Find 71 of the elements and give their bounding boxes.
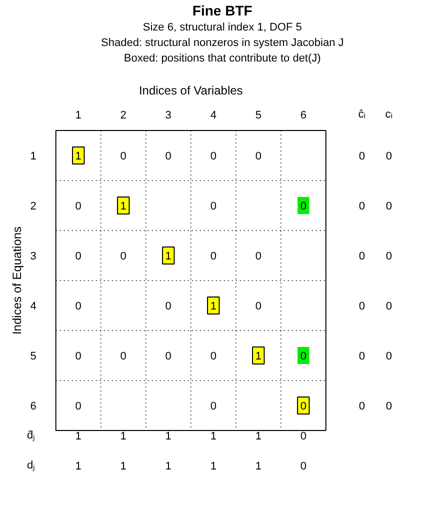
x-tick-label: 3	[165, 110, 172, 122]
chart-subtitle: Size 6, structural index 1, DOF 5 Shaded: structural nonzeros in system Jacobian J Boxed: positions that contribute to det(J)	[101, 22, 344, 64]
data-label: 1	[120, 430, 126, 442]
data-label: 0	[165, 350, 172, 362]
data-label: 0	[210, 250, 216, 262]
data-label: 0	[75, 200, 82, 212]
data-label: 1	[210, 430, 216, 442]
data-label: 0	[300, 430, 306, 442]
data-label: 1	[120, 200, 126, 212]
data-label: 0	[75, 400, 82, 412]
data-label: 0	[120, 350, 126, 362]
y-tick-label: dⱼ	[27, 460, 36, 472]
data-label: 0	[358, 200, 365, 212]
data-label: 0	[300, 460, 306, 472]
data-label: 0	[386, 200, 392, 212]
data-label: 1	[255, 460, 262, 472]
y-tick-label: 2	[30, 200, 36, 212]
data-label: 1	[75, 460, 82, 472]
data-label: 0	[386, 350, 392, 362]
data-label: 0	[75, 300, 82, 312]
data-label: 0	[386, 250, 392, 262]
data-label: 1	[120, 460, 126, 472]
data-label: 0	[165, 150, 172, 162]
y-tick-label: 1	[30, 150, 36, 162]
data-label: 1	[75, 430, 82, 442]
x-tick-label: 1	[75, 110, 82, 122]
data-label: 0	[358, 300, 365, 312]
data-label: 0	[75, 250, 82, 262]
data-label: 0	[358, 150, 365, 162]
y-tick-label: 4	[30, 300, 36, 312]
x-tick-label: 6	[300, 110, 306, 122]
data-label: 1	[210, 460, 216, 472]
data-label: 0	[120, 150, 126, 162]
data-label: 0	[210, 350, 216, 362]
data-label: 0	[300, 200, 306, 212]
data-label: 0	[358, 400, 365, 412]
x-axis-title: Indices of Variables	[138, 84, 243, 98]
y-tick-label: d̂ⱼ	[27, 430, 36, 442]
data-label: 0	[210, 200, 216, 212]
data-label: 0	[386, 150, 392, 162]
data-label: 1	[165, 250, 172, 262]
data-label: 1	[210, 300, 216, 312]
x-tick-label: cᵢ	[385, 108, 393, 120]
y-tick-label: 5	[30, 350, 36, 362]
data-label: 0	[255, 300, 262, 312]
data-label: 0	[386, 300, 392, 312]
data-label: 0	[255, 250, 262, 262]
data-label: 0	[165, 300, 172, 312]
data-label: 1	[255, 430, 262, 442]
y-tick-label: 3	[30, 250, 36, 262]
y-axis-title: Indices of Equations	[10, 226, 24, 335]
data-label: 0	[75, 350, 82, 362]
data-label: 0	[210, 150, 216, 162]
data-label: 1	[75, 150, 82, 162]
data-label: 0	[300, 400, 306, 412]
x-tick-label: 2	[120, 110, 126, 122]
data-label: 0	[300, 350, 306, 362]
data-label: 1	[165, 430, 172, 442]
data-label: 1	[255, 350, 262, 362]
chart-title: Fine BTF	[192, 2, 253, 18]
data-label: 0	[255, 150, 262, 162]
x-tick-label: 5	[255, 110, 262, 122]
data-label: 0	[386, 400, 392, 412]
data-label: 0	[210, 400, 216, 412]
data-label: 0	[358, 250, 365, 262]
x-tick-label: ĉᵢ	[358, 108, 366, 120]
y-tick-label: 6	[30, 400, 36, 412]
data-label: 1	[165, 460, 172, 472]
data-label: 0	[358, 350, 365, 362]
data-label: 0	[120, 250, 126, 262]
x-tick-label: 4	[210, 110, 216, 122]
